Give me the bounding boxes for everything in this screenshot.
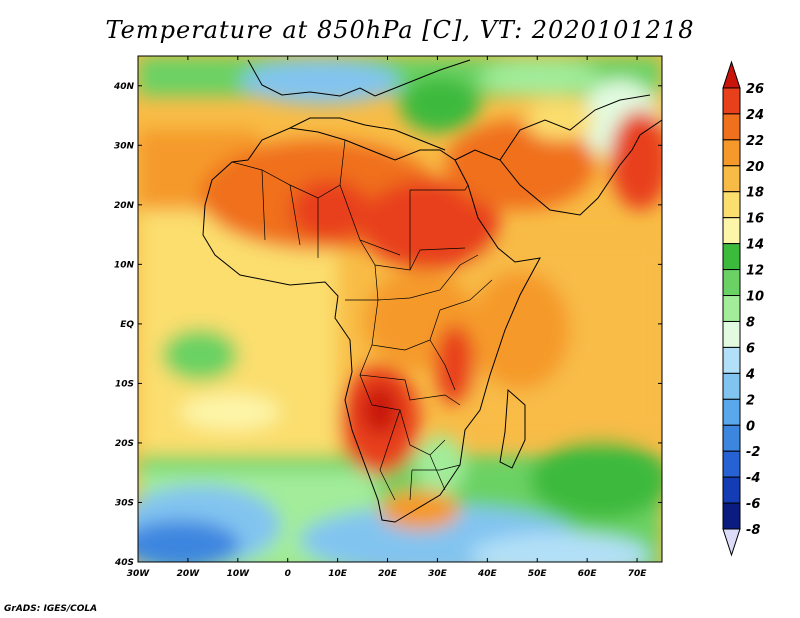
colorbar-swatch [722, 320, 741, 348]
lat-tick-label: 40N [113, 82, 135, 92]
colorbar-label: -4 [746, 471, 760, 486]
lon-tick-label: 10E [328, 569, 348, 579]
colorbar-swatch [722, 191, 741, 219]
lat-tick-label: EQ [120, 320, 134, 330]
colorbar-label: 10 [746, 290, 764, 305]
colorbar-label: -6 [746, 497, 760, 512]
colorbar-swatch [722, 346, 741, 374]
lon-tick-label: 70E [628, 569, 648, 579]
lon-tick-label: 0 [285, 569, 291, 579]
colorbar-label: 6 [746, 341, 755, 356]
colorbar-label: 18 [746, 186, 764, 201]
plot-frame [137, 55, 663, 563]
colorbar-label: 2 [746, 393, 755, 408]
colorbar-swatch [722, 113, 741, 141]
colorbar-label: 16 [746, 212, 764, 227]
lat-tick-label: 40S [114, 558, 134, 568]
colorbar-label: 12 [746, 264, 764, 279]
axis-ticks: 30W 20W 10W 0 10E 20E 30E 40E 50E 60E 70E 40N 30N 20N… [113, 56, 662, 579]
colorbar-swatch [722, 139, 741, 167]
colorbar-label: 8 [746, 315, 755, 330]
lon-tick-label: 60E [578, 569, 598, 579]
colorbar-swatch [722, 398, 741, 426]
colorbar-label: 0 [746, 419, 755, 434]
map-title: Temperature at 850hPa [C], VT: 202010121… [105, 16, 695, 44]
colorbar-label: 20 [746, 160, 764, 175]
colorbar-bottom-arrow [722, 528, 741, 557]
coastlines [202, 59, 662, 523]
lat-tick-label: 30S [115, 498, 134, 508]
colorbar-swatch [722, 476, 741, 504]
colorbar-swatch [722, 450, 741, 478]
colorbar-swatch [722, 295, 741, 322]
colorbar-swatch [722, 217, 741, 245]
colorbar-swatch [722, 269, 741, 297]
temperature-field [138, 56, 662, 562]
colorbar-swatch [722, 87, 741, 115]
lon-tick-label: 30W [127, 569, 151, 579]
colorbar-label: 24 [746, 108, 764, 123]
lon-tick-label: 10W [227, 569, 251, 579]
grads-credit: GrADS: IGES/COLA [4, 604, 98, 614]
colorbar-label: 26 [746, 82, 764, 97]
lon-tick-label: 20E [378, 569, 398, 579]
lon-tick-label: 40E [477, 569, 498, 579]
colorbar-label: -8 [746, 523, 760, 538]
plot-area [138, 56, 662, 562]
colorbar-swatch [722, 502, 741, 530]
colorbar-label: 14 [746, 238, 764, 253]
colorbar-swatch [722, 243, 741, 271]
lat-tick-label: 30N [114, 141, 135, 151]
colorbar-label: 4 [745, 367, 755, 382]
lon-tick-label: 20W [177, 569, 201, 579]
colorbar-swatch [722, 165, 741, 193]
colorbar-swatch [722, 372, 741, 400]
lat-tick-label: 20S [115, 439, 134, 449]
colorbar-top-arrow [722, 60, 741, 89]
lat-tick-label: 10N [114, 260, 135, 270]
colorbar-label: 22 [746, 134, 764, 149]
lat-tick-label: 10S [115, 379, 134, 389]
colorbar-label: -2 [746, 445, 760, 460]
colorbar-swatch [722, 424, 741, 452]
lon-tick-label: 30E [428, 569, 448, 579]
lon-tick-label: 50E [528, 569, 548, 579]
lat-tick-label: 20N [114, 201, 135, 211]
country-borders [231, 139, 493, 501]
